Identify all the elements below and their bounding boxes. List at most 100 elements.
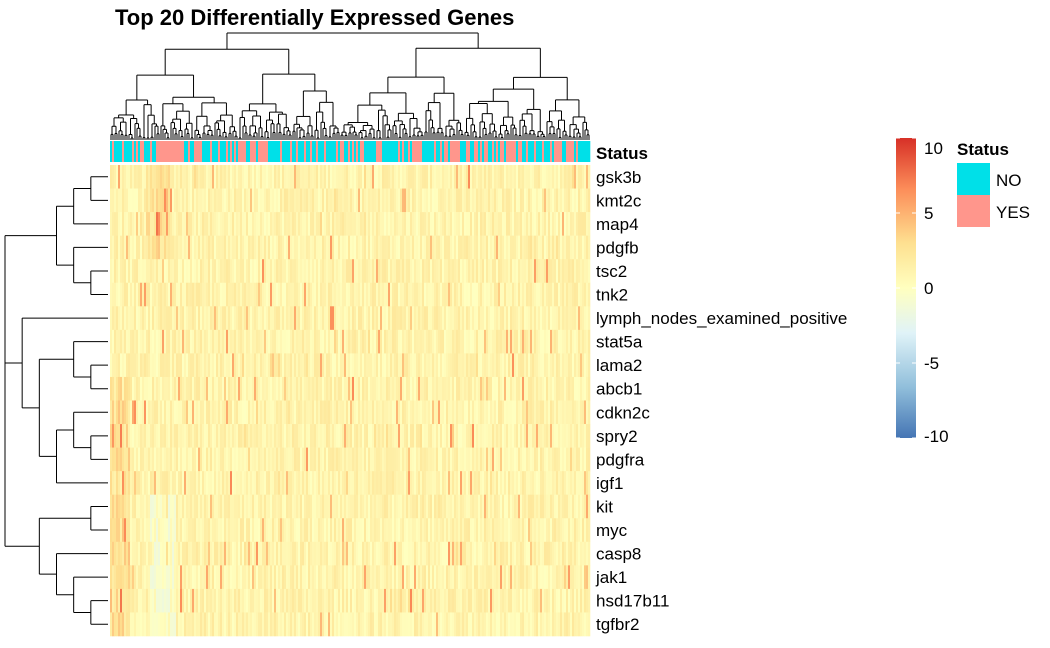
annotation-cell [450, 141, 453, 162]
heatmap-cell [454, 494, 457, 519]
heatmap-cell [366, 353, 369, 378]
heatmap-cell [458, 447, 461, 472]
heatmap-cell [474, 471, 477, 495]
heatmap-cell [296, 376, 299, 401]
heatmap-cell [160, 353, 163, 378]
heatmap-cell [522, 376, 525, 401]
heatmap-cell [214, 424, 217, 448]
heatmap-cell [252, 424, 255, 448]
heatmap-cell [462, 306, 465, 331]
heatmap-cell [300, 541, 303, 566]
heatmap-cell [318, 282, 321, 307]
heatmap-cell [540, 212, 543, 236]
annotation-cell [280, 141, 283, 162]
heatmap-cell [180, 165, 183, 189]
heatmap-cell [306, 447, 309, 472]
heatmap-cell [316, 541, 319, 566]
heatmap-cell [382, 212, 385, 236]
heatmap-cell [226, 165, 229, 189]
heatmap-cell [446, 494, 449, 519]
heatmap-cell [110, 471, 113, 495]
heatmap-cell [244, 376, 247, 401]
heatmap-cell [546, 212, 549, 236]
heatmap-cell [308, 494, 311, 519]
heatmap-cell [362, 353, 365, 378]
heatmap-cell [220, 471, 223, 495]
heatmap-cell [540, 376, 543, 401]
heatmap-cell [386, 518, 389, 543]
heatmap-cell [488, 188, 491, 213]
heatmap-cell [122, 165, 125, 189]
heatmap-cell [290, 306, 293, 331]
heatmap-cell [304, 471, 307, 495]
heatmap-cell [208, 329, 211, 354]
heatmap-cell [566, 400, 569, 425]
heatmap-cell [438, 188, 441, 213]
annotation-cell [434, 141, 437, 162]
heatmap-cell [162, 353, 165, 378]
heatmap-cell [402, 353, 405, 378]
heatmap-cell [120, 518, 123, 543]
heatmap-cell [264, 400, 267, 425]
heatmap-cell [350, 447, 353, 472]
heatmap-cell [184, 282, 187, 307]
annotation-cell [304, 141, 307, 162]
heatmap-cell [168, 306, 171, 331]
heatmap-cell [322, 447, 325, 472]
heatmap-cell [438, 329, 441, 354]
heatmap-cell [370, 282, 373, 307]
heatmap-cell [168, 353, 171, 378]
heatmap-cell [164, 282, 167, 307]
heatmap-cell [208, 424, 211, 448]
heatmap-cell [380, 259, 383, 284]
heatmap-cell [132, 518, 135, 543]
heatmap-cell [434, 212, 437, 236]
heatmap-cell [340, 376, 343, 401]
annotation-cell [240, 141, 243, 162]
heatmap-cell [528, 259, 531, 284]
heatmap-cell [394, 188, 397, 213]
heatmap-cell [226, 306, 229, 331]
heatmap-cell [344, 471, 347, 495]
heatmap-cell [332, 447, 335, 472]
heatmap-cell [232, 400, 235, 425]
heatmap-cell [234, 494, 237, 519]
heatmap-cell [114, 518, 117, 543]
heatmap-cell [204, 541, 207, 566]
heatmap-cell [256, 235, 259, 260]
heatmap-cell [196, 541, 199, 566]
heatmap-cell [306, 282, 309, 307]
heatmap-cell [410, 259, 413, 284]
heatmap-cell [298, 494, 301, 519]
heatmap-cell [258, 471, 261, 495]
annotation-cell [330, 141, 333, 162]
heatmap-cell [434, 188, 437, 213]
heatmap-cell [428, 235, 431, 260]
annotation-cell [428, 141, 431, 162]
heatmap-cell [384, 306, 387, 331]
heatmap-cell [424, 518, 427, 543]
heatmap-cell [236, 400, 239, 425]
heatmap-cell [286, 494, 289, 519]
heatmap-cell [580, 282, 583, 307]
heatmap-cell [146, 165, 149, 189]
heatmap-cell [362, 165, 365, 189]
heatmap-cell [432, 376, 435, 401]
heatmap-cell [348, 212, 351, 236]
heatmap-cell [502, 353, 505, 378]
heatmap-cell [208, 306, 211, 331]
heatmap-cell [402, 188, 405, 213]
heatmap-cell [336, 235, 339, 260]
heatmap-cell [474, 282, 477, 307]
heatmap-cell [400, 447, 403, 472]
annotation-cell [312, 141, 315, 162]
heatmap-cell [174, 165, 177, 189]
heatmap-cell [350, 541, 353, 566]
heatmap-cell [138, 282, 141, 307]
heatmap-cell [328, 471, 331, 495]
heatmap-cell [484, 494, 487, 519]
annotation-cell [478, 141, 481, 162]
heatmap-cell [120, 541, 123, 566]
heatmap-cell [164, 447, 167, 472]
heatmap-cell [416, 376, 419, 401]
